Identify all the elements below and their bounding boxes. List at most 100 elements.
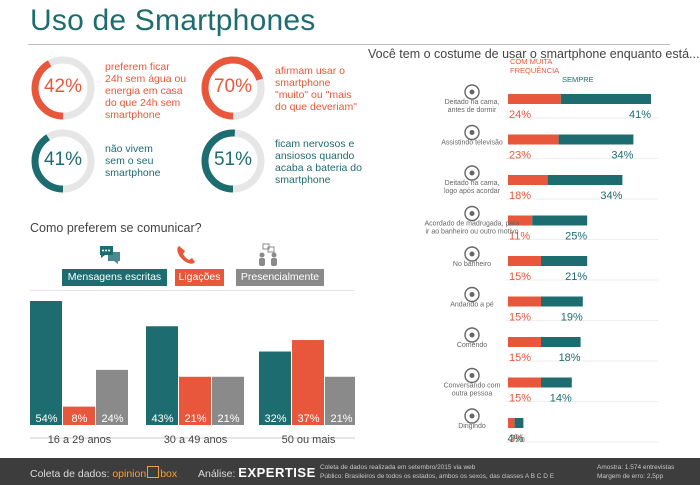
bar: [63, 406, 95, 425]
bar-label: 21%: [330, 413, 352, 425]
bar: [292, 340, 324, 425]
value-always: 41%: [629, 109, 651, 121]
stat-description-line: smartphone: [275, 77, 331, 89]
usage-title: Você tem o costume de usar o smartphone …: [368, 47, 700, 61]
stat-description-line: smartphone: [275, 174, 331, 186]
stat-description-line: sem o seu: [105, 155, 154, 167]
stat-percent: 42%: [43, 76, 83, 97]
value-frequency: 15%: [509, 312, 531, 324]
category-label: 30 a 49 anos: [164, 434, 228, 446]
stat-description-line: ansiosos quando: [275, 150, 355, 162]
bar-always: [558, 134, 634, 145]
bar-always: [541, 256, 588, 266]
usage-legend-always: SEMPRE: [562, 75, 594, 84]
category-label: ir ao banheiro ou outro motivo: [426, 229, 519, 236]
tv-icon: [464, 124, 480, 141]
footer-amostra: Amostra: 1.574 entrevistas: [597, 464, 675, 471]
communicate-chart: 54% 8% 24% 16 a 29 anos 43% 21% 21% 30 a 49 ano…: [30, 290, 355, 446]
bar-frequency: [508, 377, 541, 388]
category-label: antes de dormir: [448, 107, 497, 114]
page-title: Uso de Smartphones: [30, 4, 316, 37]
category-label: Andando a pé: [450, 302, 494, 309]
category-label: 16 a 29 anos: [48, 434, 112, 446]
value-always: 25%: [565, 231, 587, 243]
stat-ring: [31, 56, 95, 120]
people-talking-icon: [259, 243, 277, 266]
category-label: Dirigindo: [458, 423, 486, 430]
bar-always: [547, 175, 623, 185]
bar-label: 21%: [184, 413, 206, 425]
footer-analise: Análise: EXPERTISE: [198, 465, 316, 480]
stat-description-line: não vivem: [105, 143, 153, 155]
footer-bar: Coleta de dados: opinion box Análise: EXP…: [0, 458, 700, 485]
stat-ring: [201, 129, 265, 193]
bed-icon: [464, 84, 480, 100]
ring-fill: [201, 129, 265, 193]
value-frequency: 15%: [509, 271, 531, 283]
stat-description-line: acaba a bateria do: [275, 162, 362, 174]
plate-icon: [464, 327, 480, 343]
value-always: 4%: [507, 433, 523, 445]
footer-box: box: [160, 468, 178, 480]
bar-frequency: [508, 337, 541, 347]
ring-fill: [31, 56, 95, 120]
stat-ring: [31, 129, 95, 193]
stat-description-line: do que 24h sem: [105, 97, 181, 109]
bar-always: [514, 418, 524, 428]
category-label: Comendo: [457, 342, 487, 349]
category-label: logo após acordar: [444, 188, 501, 195]
value-always: 18%: [559, 352, 581, 364]
legend-pill: Mensagens escritas: [62, 269, 167, 286]
category-label: outra pessoa: [452, 391, 493, 398]
value-frequency: 15%: [509, 393, 531, 405]
footer-opinion: opinion: [112, 468, 147, 480]
category-label: Deitado na cama,: [445, 99, 500, 106]
category-label: Conversando com: [444, 383, 501, 390]
bar: [212, 376, 244, 425]
moon-icon: [464, 205, 480, 222]
footer-margem: Margem de erro: 2,5pp: [597, 473, 664, 480]
category-label: 50 ou mais: [282, 434, 336, 446]
bar-frequency: [508, 215, 533, 226]
value-frequency: 11%: [509, 231, 530, 243]
bar-always: [541, 296, 583, 307]
stat-description-line: 24h sem água ou: [105, 73, 187, 85]
stat-description-line: preferem ficar: [105, 61, 170, 73]
value-frequency: 24%: [509, 109, 531, 121]
category-label: Deitado na cama,: [445, 180, 500, 187]
bar: [259, 351, 291, 425]
stat-description: ficam nervosos e ansiosos quando acaba a b…: [275, 138, 362, 186]
value-frequency: 23%: [509, 150, 531, 162]
stat-description-line: "muito" ou "mais: [275, 89, 352, 101]
bar-frequency: [508, 175, 548, 185]
bar-always: [532, 215, 588, 226]
ring-fill: [201, 56, 265, 120]
chat-bubbles-icon: [100, 246, 120, 264]
bar-label: 43%: [151, 413, 173, 425]
bar-label: 54%: [35, 413, 57, 425]
category-label: Assistindo televisão: [441, 140, 503, 147]
category-label: No banheiro: [453, 261, 491, 268]
value-always: 19%: [561, 312, 583, 324]
toilet-icon: [464, 246, 480, 262]
opinion-box-logo: [147, 466, 160, 478]
bar-label: 21%: [217, 413, 239, 425]
bar-frequency: [508, 418, 515, 428]
bar-label: 37%: [297, 413, 319, 425]
bar-label: 24%: [101, 413, 123, 425]
legend-pill: Ligações: [175, 269, 224, 286]
communicate-title: Como preferem se comunicar?: [30, 221, 202, 235]
bar-label: 8%: [72, 413, 88, 425]
people-talking-icon: [464, 367, 480, 384]
ring-fill: [31, 129, 95, 193]
bar: [146, 326, 178, 425]
stat-description-line: do que deveriam": [275, 101, 357, 113]
bar-frequency: [508, 134, 559, 145]
category-label: Acordado de madrugada, para: [425, 221, 520, 228]
stat-percent: 70%: [213, 76, 253, 97]
value-always: 21%: [565, 271, 587, 283]
sunrise-bed-icon: [464, 165, 480, 181]
value-always: 14%: [550, 393, 572, 405]
bar: [179, 376, 211, 425]
usage-legend-often: COM MUITA FREQUÊNCIA: [510, 57, 560, 75]
